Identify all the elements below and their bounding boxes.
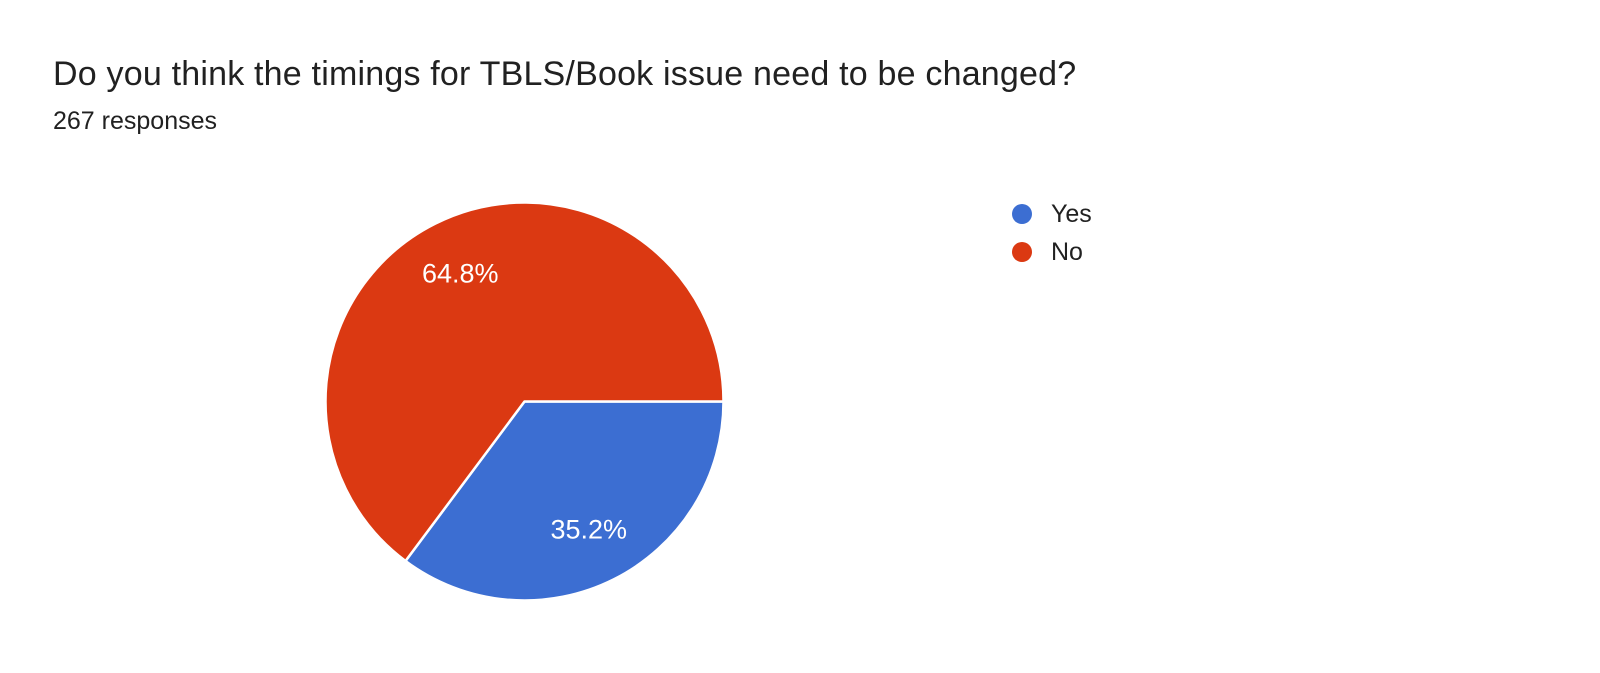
pie-chart: 35.2% 64.8% <box>324 201 725 602</box>
pie-slice-no[interactable] <box>324 201 725 563</box>
pie-slice-yes[interactable] <box>404 400 725 602</box>
response-count: 267 responses <box>53 107 218 135</box>
legend-item-no: No <box>1012 237 1092 266</box>
pie-slice-label-yes: 35.2% <box>550 515 627 545</box>
legend-label-yes: Yes <box>1051 199 1092 228</box>
legend-dot-no <box>1012 242 1032 262</box>
legend: Yes No <box>1012 199 1092 266</box>
legend-dot-yes <box>1012 204 1032 224</box>
legend-label-no: No <box>1051 237 1083 266</box>
question-title: Do you think the timings for TBLS/Book i… <box>53 55 1077 93</box>
pie-slice-label-no: 64.8% <box>422 258 499 288</box>
legend-item-yes: Yes <box>1012 199 1092 228</box>
